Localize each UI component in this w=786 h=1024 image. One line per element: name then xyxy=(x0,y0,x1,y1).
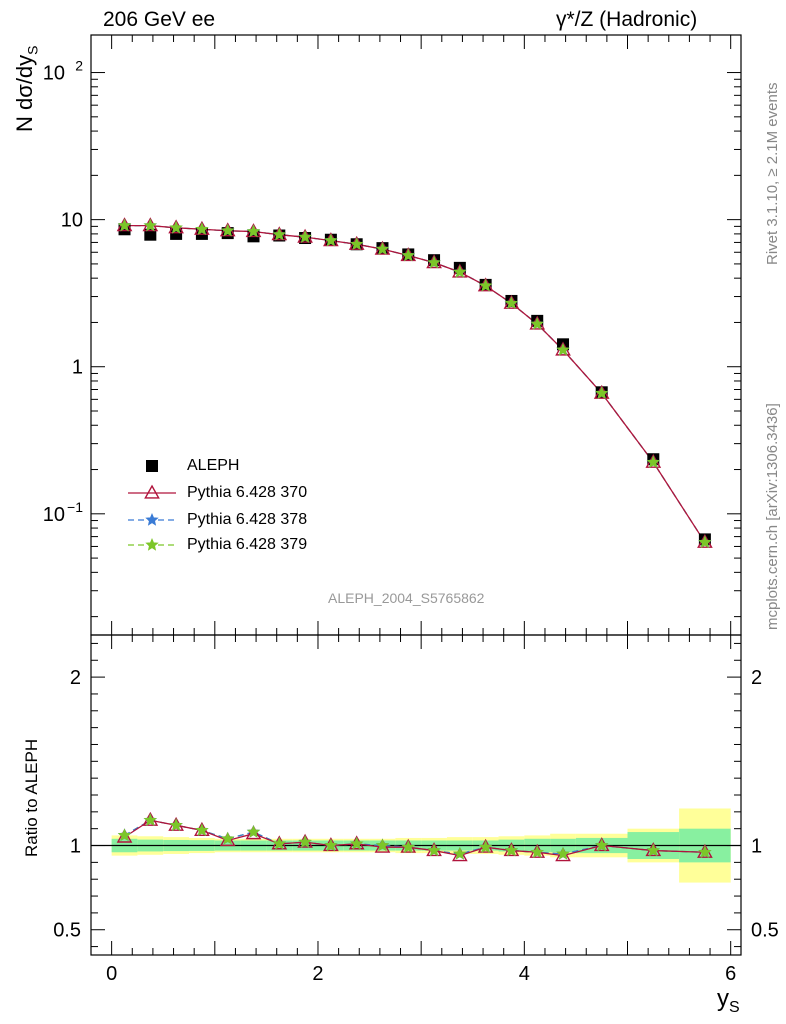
ratio-379-marker xyxy=(530,845,544,858)
pythia-379-marker xyxy=(143,218,157,232)
main-y-axis-label: N dσ/dyS xyxy=(12,45,41,132)
header-right-label: γ*/Z (Hadronic) xyxy=(556,8,698,31)
pythia-379-marker xyxy=(453,265,467,278)
y-tick-label: 10 xyxy=(43,63,65,85)
aleph-data-point xyxy=(118,223,131,236)
pythia-379-marker xyxy=(401,248,416,262)
pythia-379-marker xyxy=(698,535,712,549)
ratio-379-marker xyxy=(375,838,390,852)
ratio-379-marker xyxy=(453,846,467,860)
analysis-watermark: ALEPH_2004_S5765862 xyxy=(328,590,485,606)
pythia-379-marker xyxy=(169,220,183,234)
x-axis-label: yS xyxy=(717,985,740,1016)
ratio-y-tick-label: 0.5 xyxy=(53,920,81,942)
ratio-379-marker xyxy=(556,846,570,860)
legend-symbol-aleph xyxy=(146,460,158,472)
pythia-379-marker xyxy=(195,222,209,235)
ratio-y-tick-label: 2 xyxy=(70,667,81,689)
pythia-379-marker xyxy=(427,255,441,269)
legend-marker-379 xyxy=(145,537,159,551)
legend-symbols xyxy=(128,460,176,551)
legend-marker-370 xyxy=(144,484,160,499)
y-tick-label: 1 xyxy=(72,357,83,379)
ratio-379-marker xyxy=(698,845,712,858)
pythia-379-marker xyxy=(646,455,660,468)
ratio-379-marker xyxy=(324,838,338,852)
legend-label-aleph: ALEPH xyxy=(187,457,240,474)
x-tick-label: 0 xyxy=(106,963,117,985)
legend-label-pythia-379: Pythia 6.428 379 xyxy=(187,536,308,553)
ratio-379-marker xyxy=(595,838,609,852)
pythia-379-marker xyxy=(556,342,570,356)
pythia-379-marker xyxy=(117,218,132,232)
ratio-y-axis-label: Ratio to ALEPH xyxy=(22,738,41,857)
ratio-379-marker xyxy=(221,831,235,845)
pythia-379-marker xyxy=(246,224,261,238)
legend-label-pythia-370: Pythia 6.428 370 xyxy=(187,484,308,501)
data-series xyxy=(116,217,713,862)
ratio-y-tick-label: 1 xyxy=(70,836,81,858)
legend-marker-378 xyxy=(145,512,159,526)
ratio-y-tick-label-right: 0.5 xyxy=(751,920,779,942)
y-tick-label: 10 xyxy=(43,504,65,526)
ratio-plot-frame xyxy=(90,634,742,956)
pythia-379-marker xyxy=(478,278,493,292)
ratio-379-marker xyxy=(298,835,312,848)
pythia-379-marker xyxy=(350,237,364,250)
ratio-379-marker xyxy=(169,818,183,832)
mcplots-label: mcplots.cern.ch [arXiv:1306.3436] xyxy=(764,403,781,630)
pythia-379-marker xyxy=(272,227,286,241)
pythia-379-marker xyxy=(595,386,609,399)
ratio-379-marker xyxy=(272,836,286,850)
pythia-379-marker xyxy=(375,242,390,255)
y-tick-exponent: −1 xyxy=(67,499,83,515)
pythia-379-marker xyxy=(324,233,338,247)
header-left-label: 206 GeV ee xyxy=(103,8,216,31)
pythia-379-marker xyxy=(530,317,544,330)
ratio-379-marker xyxy=(117,828,132,842)
pythia-379-marker xyxy=(298,230,312,243)
pythia-379-marker xyxy=(504,296,519,309)
y-tick-exponent: 2 xyxy=(75,58,83,74)
ratio-379-marker xyxy=(350,836,364,850)
ratio-379-marker xyxy=(143,813,157,826)
x-tick-label: 2 xyxy=(312,963,323,985)
pythia-379-marker xyxy=(221,223,235,237)
ratio-y-tick-label-right: 1 xyxy=(751,836,762,858)
ratio-379-marker xyxy=(195,823,209,837)
x-tick-label: 4 xyxy=(519,963,530,985)
rivet-version-label: Rivet 3.1.10, ≥ 2.1M events xyxy=(764,82,781,266)
ratio-379-marker xyxy=(646,843,660,857)
ratio-379-marker xyxy=(427,843,441,857)
ratio-y-tick-label-right: 2 xyxy=(751,667,762,689)
ratio-379-marker xyxy=(478,840,493,853)
ratio-379-marker xyxy=(246,825,261,838)
aleph-data-point xyxy=(144,228,157,241)
ratio-379-marker xyxy=(504,843,519,857)
y-tick-label: 10 xyxy=(61,210,83,232)
x-tick-label: 6 xyxy=(725,963,736,985)
ratio-379-marker xyxy=(401,840,416,853)
legend-label-pythia-378: Pythia 6.428 378 xyxy=(187,511,308,528)
